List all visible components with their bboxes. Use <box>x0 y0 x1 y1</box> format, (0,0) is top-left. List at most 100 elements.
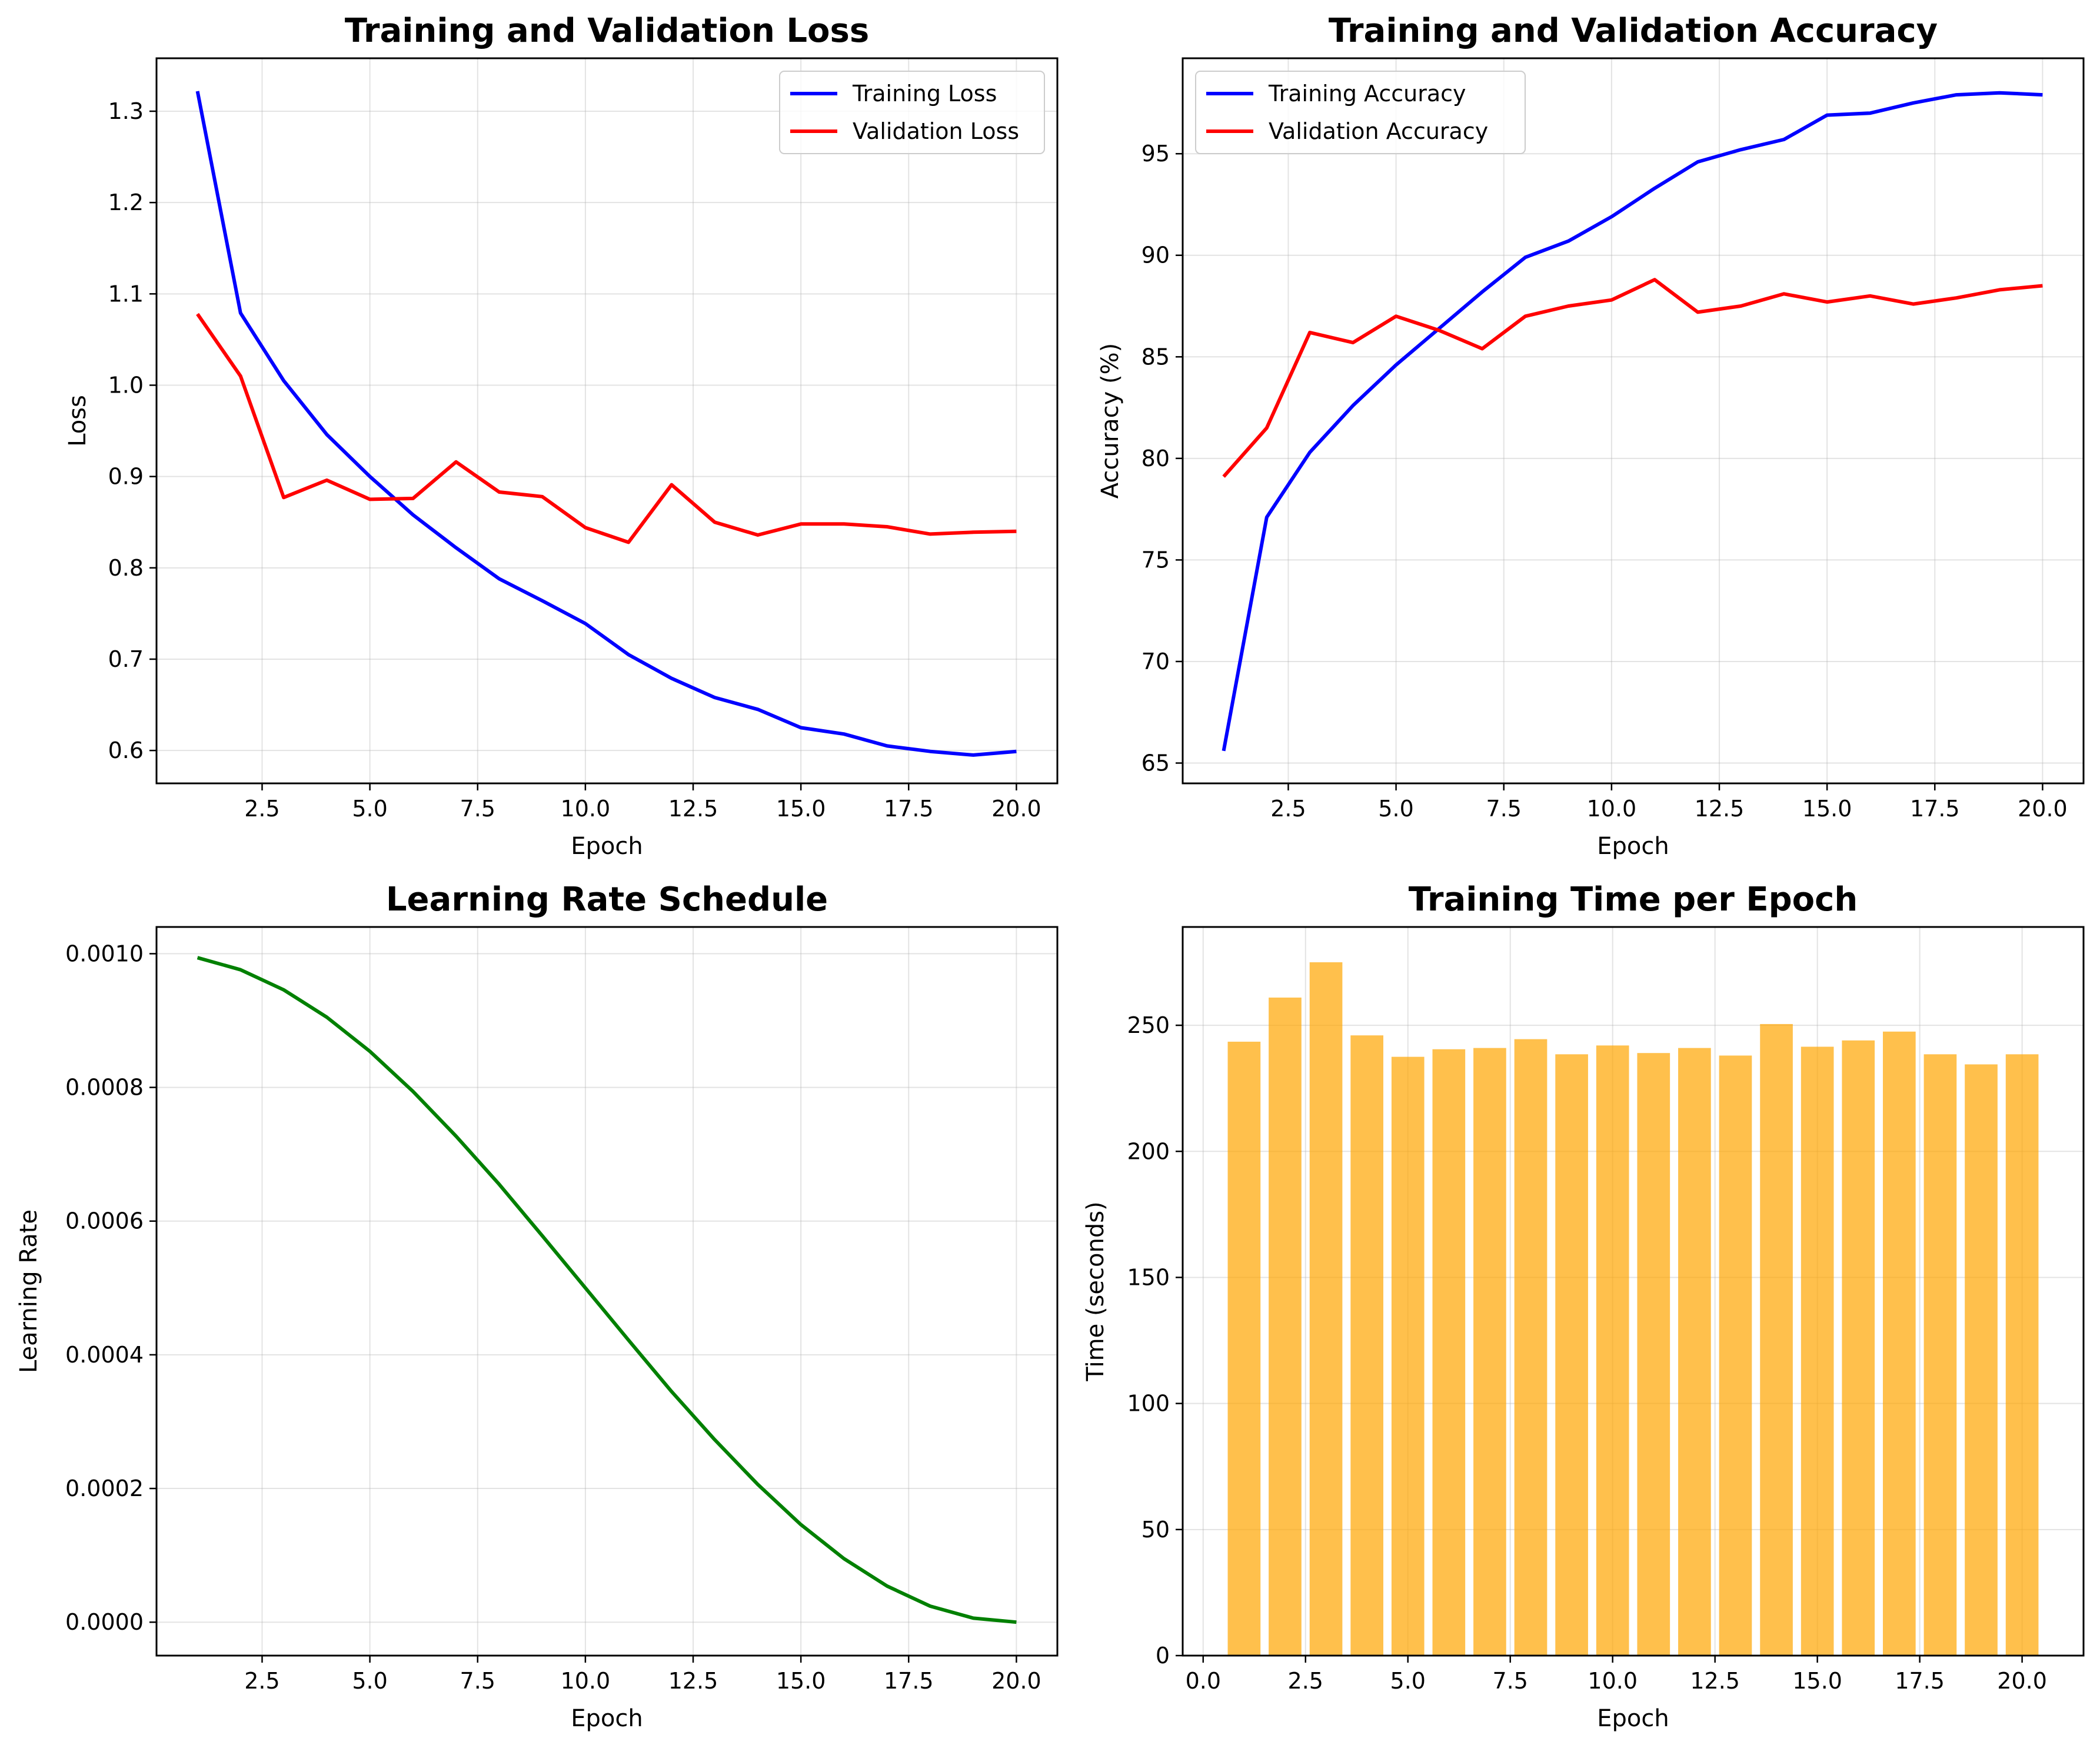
y-tick-label: 0.0010 <box>65 941 144 966</box>
x-axis-label: Epoch <box>571 1705 643 1732</box>
y-tick-label: 0.0002 <box>65 1476 144 1501</box>
y-tick-label: 75 <box>1141 547 1170 573</box>
chart-time: 0.0 2.5 5.0 7.5 10.0 12.5 15.0 17.5 20.0 0 50 100 15… <box>1082 880 2085 1732</box>
x-tick-label: 15.0 <box>1802 796 1852 822</box>
bar <box>1555 1054 1588 1656</box>
x-tick-label: 7.5 <box>1486 796 1522 822</box>
bar <box>1678 1048 1711 1656</box>
bar <box>1923 1054 1957 1656</box>
bar <box>1227 1041 1261 1656</box>
x-tick-label: 20.0 <box>1997 1668 2047 1694</box>
chart-title: Training and Validation Accuracy <box>1329 12 1938 50</box>
y-tick-label: 200 <box>1127 1138 1170 1164</box>
x-tick-label: 20.0 <box>991 796 1041 822</box>
legend-label: Training Loss <box>852 81 997 107</box>
legend-frame <box>779 71 1045 154</box>
bar <box>1473 1048 1506 1656</box>
y-axis-label: Loss <box>64 395 91 447</box>
bar <box>2005 1054 2039 1656</box>
series-line-validation-accuracy <box>1222 278 2043 478</box>
x-tick-label: 20.0 <box>2018 796 2068 822</box>
x-tick-label: 12.5 <box>668 1668 718 1694</box>
x-tick-label: 10.0 <box>1588 1668 1638 1694</box>
legend-frame <box>1195 71 1526 154</box>
x-tick-label: 5.0 <box>352 1668 387 1694</box>
y-tick-label: 0.6 <box>108 737 144 763</box>
x-tick-label: 12.5 <box>668 796 718 822</box>
chart-accuracy: 2.5 5.0 7.5 10.0 12.5 15.0 17.5 20.0 65 70 75 80 85 9… <box>1097 12 2085 860</box>
y-tick-label: 70 <box>1141 649 1170 674</box>
x-tick-label: 7.5 <box>1493 1668 1528 1694</box>
x-axis-label: Epoch <box>571 833 643 860</box>
x-tick-label: 10.0 <box>561 1668 611 1694</box>
chart-title: Training and Validation Loss <box>345 12 869 50</box>
y-tick-label: 0.8 <box>108 555 144 581</box>
bar <box>1514 1039 1547 1656</box>
bar <box>1883 1031 1916 1656</box>
x-tick-label: 17.5 <box>884 1668 934 1694</box>
x-tick-label: 2.5 <box>244 796 279 822</box>
chart-title: Training Time per Epoch <box>1409 880 1858 919</box>
y-tick-label: 0.7 <box>108 646 144 672</box>
x-tick-label: 7.5 <box>460 796 495 822</box>
x-tick-label: 20.0 <box>991 1668 1041 1694</box>
x-tick-label: 12.5 <box>1690 1668 1740 1694</box>
chart-loss: 2.5 5.0 7.5 10.0 12.5 15.0 17.5 20.0 0.6 0.7 0.8 0.… <box>64 12 1059 860</box>
bar <box>1391 1056 1425 1656</box>
y-axis-label: Time (seconds) <box>1082 1201 1109 1381</box>
bar <box>1432 1049 1466 1656</box>
bar <box>1842 1040 1875 1656</box>
y-tick-label: 1.2 <box>108 190 144 215</box>
y-tick-label: 0.0000 <box>65 1609 144 1635</box>
chart-title: Learning Rate Schedule <box>386 880 828 919</box>
y-tick-label: 50 <box>1141 1517 1170 1543</box>
y-tick-label: 85 <box>1141 344 1170 370</box>
y-tick-label: 1.0 <box>108 372 144 398</box>
y-tick-label: 150 <box>1127 1264 1170 1290</box>
series-line-training-accuracy <box>1222 91 2043 752</box>
legend: Training Loss Validation Loss <box>779 71 1045 154</box>
axes-frame <box>1182 57 2085 785</box>
bar <box>1719 1055 1752 1656</box>
x-tick-label: 2.5 <box>1288 1668 1323 1694</box>
x-tick-label: 10.0 <box>1587 796 1637 822</box>
x-tick-label: 17.5 <box>884 796 934 822</box>
bar <box>1965 1064 1998 1656</box>
y-tick-label: 0.0008 <box>65 1075 144 1101</box>
x-tick-label: 15.0 <box>776 1668 826 1694</box>
y-tick-label: 250 <box>1127 1012 1170 1038</box>
series-line-validation-loss <box>196 313 1017 544</box>
x-tick-label: 12.5 <box>1695 796 1745 822</box>
x-axis-label: Epoch <box>1597 1705 1669 1732</box>
x-tick-label: 15.0 <box>1792 1668 1842 1694</box>
x-tick-label: 17.5 <box>1910 796 1960 822</box>
y-tick-label: 80 <box>1141 446 1170 471</box>
legend-label: Validation Accuracy <box>1269 118 1488 144</box>
bar <box>1801 1046 1834 1656</box>
axes-frame <box>1182 926 2085 1657</box>
bar <box>1637 1053 1670 1656</box>
x-tick-label: 15.0 <box>776 796 826 822</box>
bar <box>1350 1035 1383 1656</box>
series-line-training-loss <box>195 91 1017 757</box>
y-tick-label: 0.0006 <box>65 1208 144 1234</box>
x-tick-label: 7.5 <box>460 1668 495 1694</box>
x-tick-label: 5.0 <box>352 796 387 822</box>
x-tick-label: 10.0 <box>561 796 611 822</box>
y-tick-label: 0.9 <box>108 464 144 490</box>
axes-frame <box>155 926 1059 1657</box>
y-tick-label: 100 <box>1127 1391 1170 1417</box>
y-tick-label: 1.3 <box>108 98 144 124</box>
legend: Training Accuracy Validation Accuracy <box>1195 71 1526 154</box>
y-axis-label: Learning Rate <box>15 1209 42 1373</box>
y-tick-label: 65 <box>1141 750 1170 776</box>
x-tick-label: 0.0 <box>1186 1668 1221 1694</box>
series-line-learning-rate <box>197 956 1017 1624</box>
legend-label: Training Accuracy <box>1268 81 1466 107</box>
y-tick-label: 0.0004 <box>65 1342 144 1368</box>
y-tick-label: 0 <box>1156 1643 1170 1669</box>
x-tick-label: 5.0 <box>1390 1668 1426 1694</box>
x-axis-label: Epoch <box>1597 833 1669 860</box>
bar <box>1760 1023 1793 1656</box>
